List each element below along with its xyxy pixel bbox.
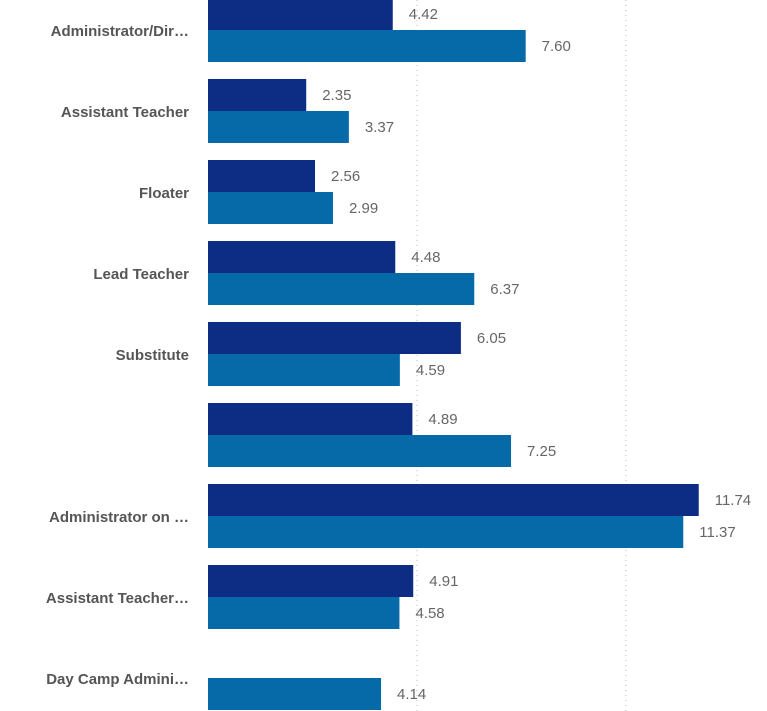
bar xyxy=(208,403,413,435)
data-label: 4.42 xyxy=(409,6,438,23)
bars xyxy=(208,0,699,710)
data-label: 7.25 xyxy=(527,443,556,460)
gridlines xyxy=(416,0,627,711)
bar xyxy=(208,79,307,111)
data-label: 2.35 xyxy=(322,87,351,104)
bar xyxy=(208,354,400,386)
bar xyxy=(208,0,393,30)
data-label: 6.37 xyxy=(490,281,519,298)
category-label: Substitute xyxy=(116,347,189,364)
bar xyxy=(208,30,526,62)
data-label: 4.48 xyxy=(411,249,440,266)
category-label: Assistant Teacher xyxy=(61,104,189,121)
bar xyxy=(208,322,461,354)
bar xyxy=(208,192,333,224)
bar xyxy=(208,111,349,143)
bar xyxy=(208,273,475,305)
bar xyxy=(208,241,396,273)
data-label: 2.99 xyxy=(349,200,378,217)
data-label: 11.74 xyxy=(715,492,751,509)
bar xyxy=(208,435,512,467)
data-label: 2.56 xyxy=(331,168,360,185)
bar xyxy=(208,678,382,710)
data-label: 4.14 xyxy=(397,686,426,703)
data-label: 3.37 xyxy=(365,119,394,136)
data-label: 4.58 xyxy=(415,605,444,622)
category-label: Lead Teacher xyxy=(93,266,189,283)
bar xyxy=(208,160,316,192)
bar xyxy=(208,516,684,548)
category-label: Floater xyxy=(139,185,189,202)
data-label: 7.60 xyxy=(542,38,571,55)
data-label: 11.37 xyxy=(699,524,735,541)
bar xyxy=(208,565,414,597)
category-label: Assistant Teacher… xyxy=(46,590,189,607)
category-label: Administrator on … xyxy=(49,509,189,526)
data-label: 4.89 xyxy=(428,411,457,428)
labels: Administrator/Dir… 4.42 7.60 Assistant Teac… xyxy=(46,6,751,703)
category-label: Administrator/Dir… xyxy=(51,23,189,40)
bar xyxy=(208,597,400,629)
data-label: 6.05 xyxy=(477,330,506,347)
bar xyxy=(208,484,699,516)
category-label: Day Camp Admini… xyxy=(46,671,189,688)
data-label: 4.91 xyxy=(429,573,458,590)
data-label: 4.59 xyxy=(416,362,445,379)
